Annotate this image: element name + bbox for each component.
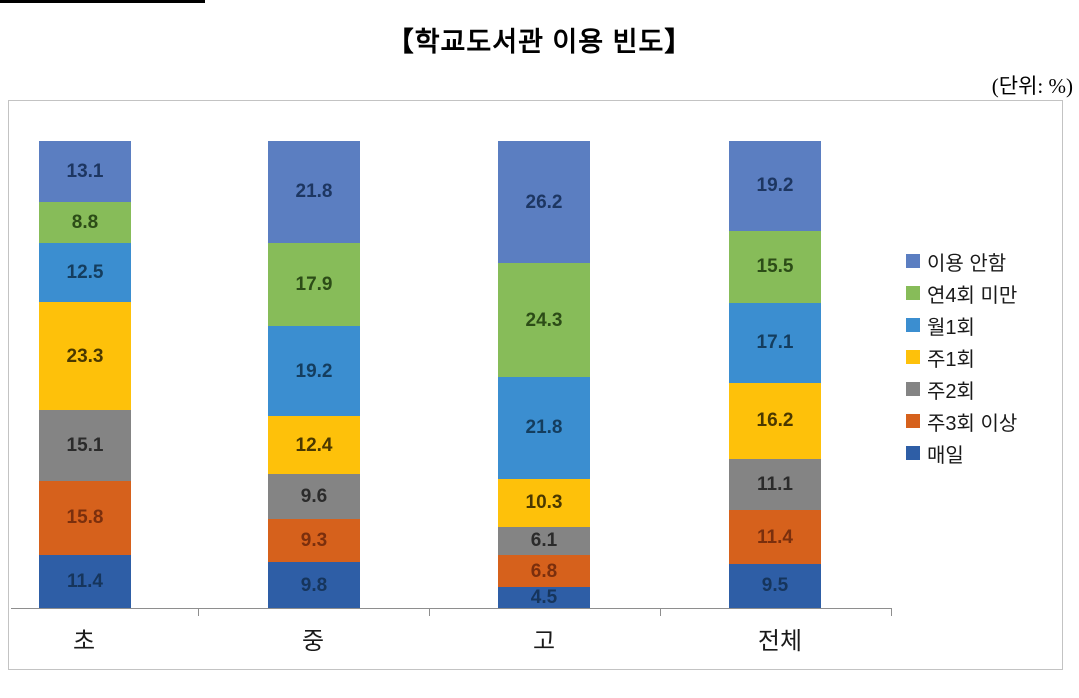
legend-item: 월1회 <box>906 309 1056 341</box>
segment-value-label: 19.2 <box>756 175 794 197</box>
x-axis-tick <box>891 608 892 616</box>
legend-item: 연4회 미만 <box>906 277 1056 309</box>
bar-segment: 11.4 <box>39 554 131 608</box>
segment-value-label: 23.3 <box>66 345 104 367</box>
x-axis-tick <box>198 608 199 616</box>
segment-value-label: 15.8 <box>66 507 104 529</box>
bar-segment: 26.2 <box>498 141 590 264</box>
legend-swatch-icon <box>906 446 920 460</box>
segment-value-label: 11.4 <box>67 570 103 592</box>
segment-value-label: 9.5 <box>761 575 789 597</box>
segment-value-label: 12.5 <box>66 261 104 283</box>
segment-value-label: 21.8 <box>295 181 333 203</box>
bar-segment: 16.2 <box>729 382 821 459</box>
bar-segment: 21.8 <box>498 376 590 479</box>
x-axis-tick <box>429 608 430 616</box>
bar-segment: 21.8 <box>268 141 360 243</box>
bar-segment: 11.4 <box>729 510 821 564</box>
x-axis-tick <box>660 608 661 616</box>
legend-label: 주2회 <box>927 380 975 403</box>
legend-swatch-icon <box>906 254 920 268</box>
bar-segment: 10.3 <box>498 478 590 527</box>
bar-segment: 12.5 <box>39 243 131 302</box>
bar-segment: 6.8 <box>498 555 590 587</box>
segment-value-label: 6.1 <box>530 530 558 552</box>
bar-segment: 17.9 <box>268 242 360 327</box>
legend-item: 주3회 이상 <box>906 405 1056 437</box>
legend-swatch-icon <box>906 382 920 396</box>
x-axis-label: 초 <box>72 628 96 655</box>
segment-value-label: 26.2 <box>525 191 563 213</box>
segment-value-label: 15.5 <box>756 256 794 278</box>
segment-value-label: 10.3 <box>525 492 563 514</box>
bar-segment: 6.1 <box>498 526 590 556</box>
segment-value-label: 17.1 <box>756 332 794 354</box>
segment-value-label: 9.3 <box>300 530 328 551</box>
bar-segment: 13.1 <box>39 141 131 203</box>
segment-value-label: 17.9 <box>295 274 333 296</box>
legend-item: 매일 <box>906 437 1056 469</box>
legend-label: 월1회 <box>927 316 975 339</box>
bar-segment: 23.3 <box>39 301 131 411</box>
bar-segment: 4.5 <box>498 586 590 608</box>
legend-item: 이용 안함 <box>906 245 1056 277</box>
segment-value-label: 21.8 <box>525 417 563 439</box>
segment-value-label: 4.5 <box>530 586 558 608</box>
legend-swatch-icon <box>906 286 920 300</box>
legend-swatch-icon <box>906 318 920 332</box>
legend-label: 연4회 미만 <box>927 284 1018 307</box>
bar-segment: 12.4 <box>268 416 360 474</box>
bar-segment: 15.1 <box>39 410 131 481</box>
x-axis-label: 고 <box>532 628 556 655</box>
bar-segment: 9.3 <box>268 518 360 563</box>
chart-frame: 11.4 15.8 15.1 23.3 12.5 8.8 13.1 9.8 9.3 9.6 12.4… <box>8 100 1063 670</box>
segment-value-label: 13.1 <box>66 161 104 183</box>
top-border-line <box>0 0 205 3</box>
segment-value-label: 12.4 <box>295 434 333 456</box>
bar-segment: 24.3 <box>498 263 590 377</box>
segment-value-label: 9.8 <box>300 574 328 596</box>
legend-label: 주3회 이상 <box>927 412 1018 435</box>
segment-value-label: 19.2 <box>295 360 333 382</box>
bar-segment: 19.2 <box>268 326 360 417</box>
bar-segment: 15.5 <box>729 230 821 304</box>
x-axis-label: 전체 <box>757 628 803 655</box>
segment-value-label: 11.1 <box>757 473 793 495</box>
segment-value-label: 24.3 <box>525 309 563 331</box>
bar-segment: 8.8 <box>39 202 131 244</box>
bar-segment: 9.5 <box>729 563 821 608</box>
legend-label: 이용 안함 <box>927 252 1007 275</box>
unit-label: (단위: %) <box>991 74 1073 98</box>
bar-segment: 15.8 <box>39 480 131 555</box>
bar-segment: 9.8 <box>268 562 360 608</box>
bar-segment: 17.1 <box>729 303 821 383</box>
segment-value-label: 6.8 <box>530 560 558 582</box>
legend-swatch-icon <box>906 414 920 428</box>
bar-segment: 9.6 <box>268 473 360 519</box>
x-axis-label: 중 <box>301 628 325 655</box>
chart-title: 【학교도서관 이용 빈도】 <box>386 27 693 57</box>
segment-value-label: 15.1 <box>66 435 104 457</box>
segment-value-label: 9.6 <box>300 485 328 507</box>
legend-item: 주2회 <box>906 373 1056 405</box>
x-axis-line <box>11 608 891 609</box>
legend-swatch-icon <box>906 350 920 364</box>
segment-value-label: 8.8 <box>71 212 99 234</box>
segment-value-label: 11.4 <box>757 526 793 548</box>
bar-segment: 19.2 <box>729 141 821 231</box>
legend-item: 주1회 <box>906 341 1056 373</box>
segment-value-label: 16.2 <box>756 410 794 432</box>
legend-label: 주1회 <box>927 348 975 371</box>
bar-segment: 11.1 <box>729 458 821 511</box>
legend-label: 매일 <box>927 444 964 467</box>
